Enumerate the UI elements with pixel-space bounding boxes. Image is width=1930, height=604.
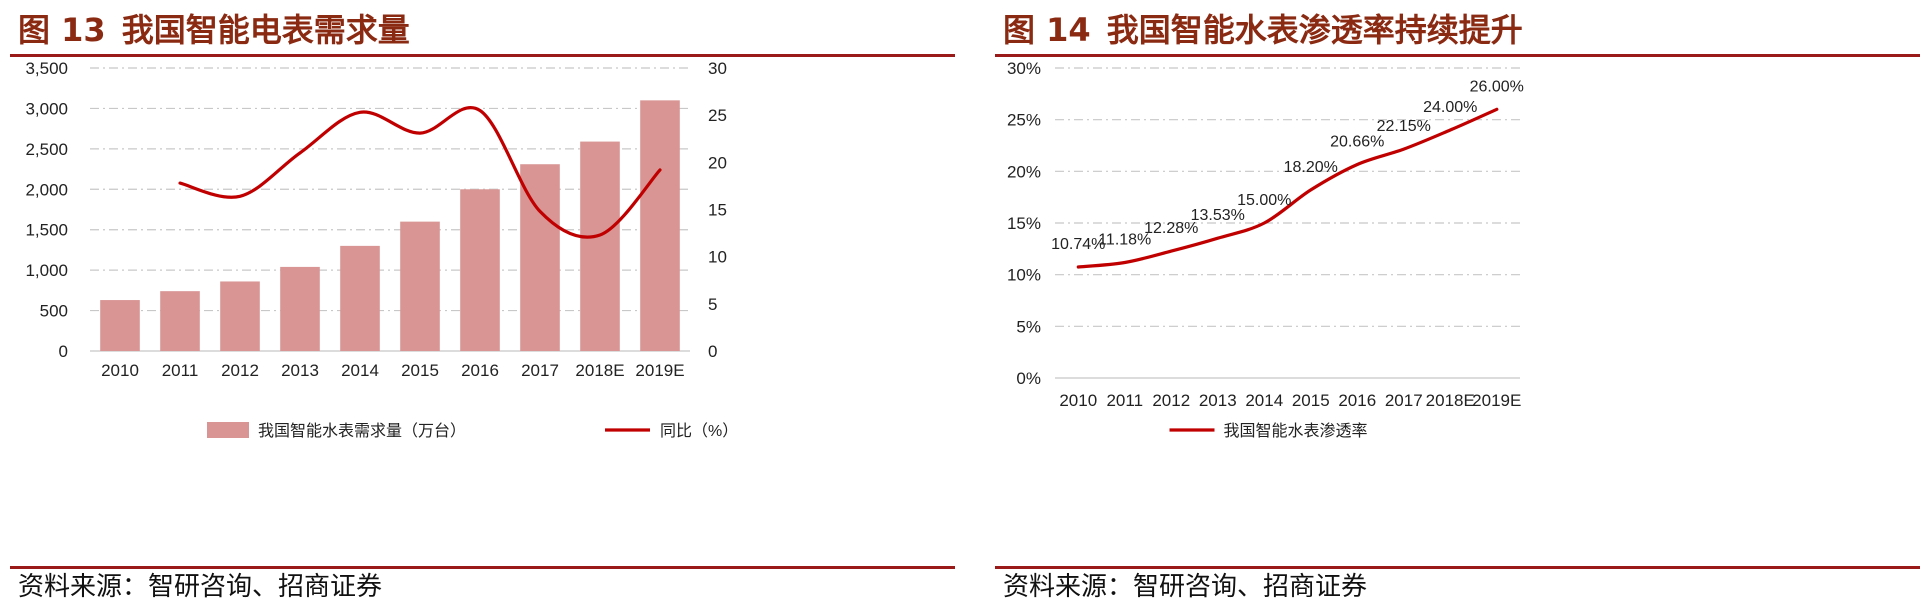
x-tick-label: 2018E bbox=[575, 361, 624, 380]
y-tick-label: 0% bbox=[1016, 369, 1041, 388]
y-tick-label: 1,500 bbox=[25, 221, 68, 240]
legend-swatch-bar bbox=[207, 422, 249, 438]
x-tick-label: 2013 bbox=[1199, 391, 1237, 410]
data-label: 13.53% bbox=[1191, 207, 1245, 224]
data-label: 15.00% bbox=[1237, 192, 1291, 209]
data-label: 20.66% bbox=[1330, 134, 1384, 151]
figure-14-chart: 0% 5% 10% 15% 20% 25% 30% 2010 2011 2012 2013 2014 2… bbox=[1007, 60, 1524, 440]
figure-13-title-text: 我国智能电表需求量 bbox=[121, 11, 410, 49]
y-tick-label: 20% bbox=[1007, 162, 1041, 181]
x-tick-label: 2010 bbox=[101, 361, 139, 380]
data-label: 11.18% bbox=[1098, 231, 1151, 248]
bar bbox=[280, 266, 320, 351]
bar bbox=[220, 281, 260, 351]
y-tick-label: 10% bbox=[1007, 266, 1041, 285]
x-tick-label: 2014 bbox=[1245, 391, 1283, 410]
figure-14-title-rule bbox=[995, 54, 1920, 57]
y2-tick-label: 0 bbox=[708, 342, 717, 361]
y-tick-label: 0 bbox=[59, 342, 68, 361]
bar bbox=[460, 189, 500, 351]
bar bbox=[160, 291, 200, 351]
x-tick-label: 2014 bbox=[341, 361, 379, 380]
figure-13-number: 图 13 bbox=[18, 11, 106, 49]
data-label: 26.00% bbox=[1470, 78, 1524, 95]
y2-tick-label: 15 bbox=[708, 201, 727, 220]
bar bbox=[340, 245, 380, 351]
x-tick-label: 2016 bbox=[461, 361, 499, 380]
y-tick-label: 25% bbox=[1007, 111, 1041, 130]
y2-tick-label: 30 bbox=[708, 60, 727, 78]
figure-13-panel: 图 13 我国智能电表需求量 0 500 1,000 1,500 2,000 2,500 3,… bbox=[10, 6, 955, 602]
x-tick-label: 2013 bbox=[281, 361, 319, 380]
legend-label-line: 同比（%） bbox=[660, 422, 738, 440]
y-tick-label: 3,500 bbox=[25, 60, 68, 78]
y-tick-label: 500 bbox=[40, 302, 68, 321]
bar bbox=[400, 221, 440, 351]
bar bbox=[520, 164, 560, 351]
data-label: 18.20% bbox=[1284, 159, 1338, 176]
y-tick-label: 5% bbox=[1016, 317, 1041, 336]
series-line-penetration bbox=[1076, 107, 1499, 269]
bar bbox=[640, 100, 680, 351]
x-tick-label: 2015 bbox=[401, 361, 439, 380]
x-tick-label: 2016 bbox=[1338, 391, 1376, 410]
figure-13-chart: 0 500 1,000 1,500 2,000 2,500 3,000 3,500 0 5 10 15… bbox=[25, 60, 738, 440]
x-tick-label: 2011 bbox=[162, 361, 199, 380]
x-tick-label: 2017 bbox=[1385, 391, 1423, 410]
data-label: 24.00% bbox=[1423, 99, 1477, 116]
bar bbox=[580, 141, 620, 351]
y-tick-label: 1,000 bbox=[25, 261, 68, 280]
legend-label-line: 我国智能水表渗透率 bbox=[1224, 422, 1368, 440]
y-tick-label: 2,500 bbox=[25, 140, 68, 159]
x-tick-label: 2012 bbox=[1152, 391, 1190, 410]
series-line-yoy bbox=[178, 106, 662, 239]
y2-tick-label: 5 bbox=[708, 295, 717, 314]
y2-tick-label: 20 bbox=[708, 153, 727, 172]
figure-14-panel: 图 14 我国智能水表渗透率持续提升 0% 5% 10% 15% 20% 25% 30% 201… bbox=[985, 0, 1930, 604]
data-label: 12.28% bbox=[1144, 220, 1198, 237]
x-tick-label: 2011 bbox=[1106, 391, 1143, 410]
figure-13-title-rule bbox=[10, 54, 955, 57]
y-tick-label: 2,000 bbox=[25, 180, 68, 199]
figure-13-title: 图 13 我国智能电表需求量 bbox=[18, 6, 410, 54]
x-tick-label: 2010 bbox=[1059, 391, 1097, 410]
x-tick-label: 2017 bbox=[521, 361, 559, 380]
y-tick-label: 30% bbox=[1007, 60, 1041, 78]
x-tick-label: 2012 bbox=[221, 361, 259, 380]
figure-14-source: 资料来源：智研咨询、招商证券 bbox=[1003, 572, 1368, 602]
figure-13-source-rule bbox=[10, 566, 955, 569]
y-tick-label: 15% bbox=[1007, 214, 1041, 233]
figure-13-source: 资料来源：智研咨询、招商证券 bbox=[18, 572, 383, 602]
x-tick-label: 2015 bbox=[1292, 391, 1330, 410]
figure-14-source-rule bbox=[995, 566, 1920, 569]
x-tick-label: 2019E bbox=[635, 361, 684, 380]
data-label: 10.74% bbox=[1051, 236, 1105, 253]
bar bbox=[100, 300, 140, 351]
data-label: 22.15% bbox=[1377, 118, 1431, 135]
y2-tick-label: 25 bbox=[708, 106, 727, 125]
legend-label-bar: 我国智能水表需求量（万台） bbox=[258, 422, 466, 440]
figure-14-title-text: 我国智能水表渗透率持续提升 bbox=[1106, 11, 1523, 49]
y2-tick-label: 10 bbox=[708, 248, 727, 267]
y-tick-label: 3,000 bbox=[25, 99, 68, 118]
x-tick-label: 2019E bbox=[1472, 391, 1521, 410]
figure-14-number: 图 14 bbox=[1003, 11, 1091, 49]
figure-14-title: 图 14 我国智能水表渗透率持续提升 bbox=[1003, 6, 1523, 54]
x-tick-label: 2018E bbox=[1426, 391, 1475, 410]
